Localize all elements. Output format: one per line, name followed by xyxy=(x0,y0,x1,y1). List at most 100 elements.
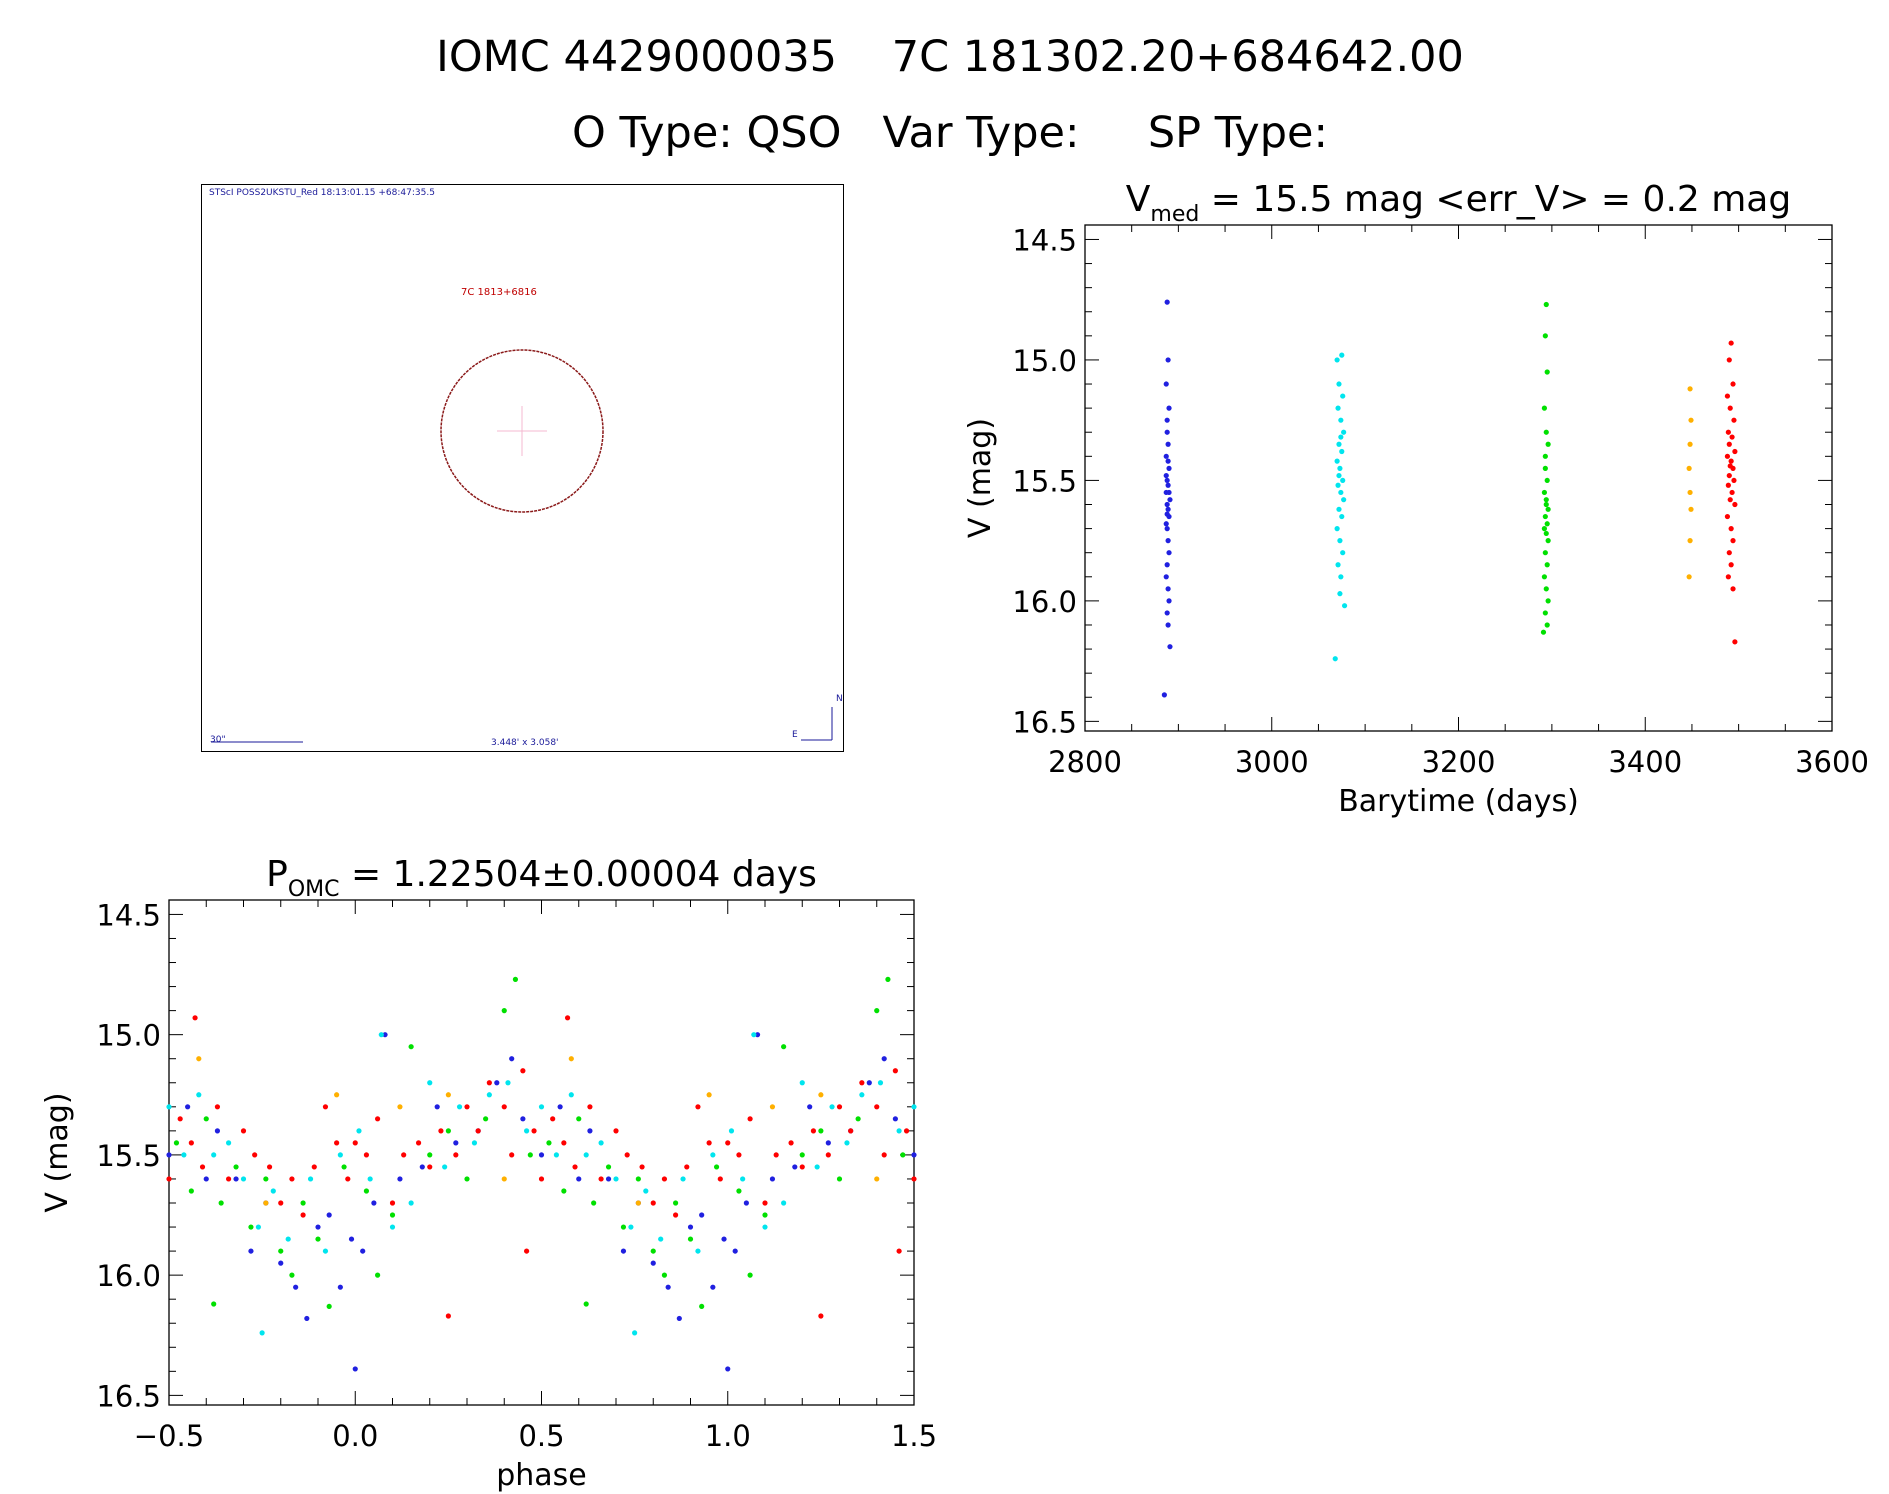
data-point xyxy=(248,1224,254,1230)
data-point xyxy=(520,1068,526,1074)
data-point xyxy=(211,1152,217,1158)
data-point xyxy=(1545,598,1551,604)
data-point xyxy=(1545,506,1551,512)
data-point xyxy=(799,1080,805,1086)
data-point xyxy=(389,1200,396,1206)
data-point xyxy=(564,1015,571,1021)
finder-chart: STScI POSS2UKSTU_Red 18:13:01.15 +68:47:… xyxy=(201,184,844,752)
data-point xyxy=(881,1152,887,1158)
data-point xyxy=(1336,506,1342,512)
data-point xyxy=(1541,489,1548,496)
data-point xyxy=(371,1200,377,1206)
data-point xyxy=(1728,562,1734,568)
data-point xyxy=(240,1176,247,1182)
data-point xyxy=(874,1104,880,1110)
plot-title: POMC = 1.22504±0.00004 days xyxy=(266,854,817,902)
data-point xyxy=(307,1176,314,1182)
plot-frame xyxy=(1084,224,1833,732)
y-tick-label: 16.0 xyxy=(1012,585,1077,619)
data-point xyxy=(1542,453,1548,459)
data-point xyxy=(427,1080,433,1086)
data-point xyxy=(1336,472,1342,479)
data-point xyxy=(1542,465,1548,471)
data-point xyxy=(825,1140,831,1146)
data-point xyxy=(1730,538,1736,544)
data-point xyxy=(1334,458,1340,464)
data-point xyxy=(747,1272,753,1278)
data-point xyxy=(1164,610,1170,616)
data-point xyxy=(538,1104,545,1110)
data-point xyxy=(1725,429,1731,435)
data-point xyxy=(1688,417,1694,423)
data-point xyxy=(1335,405,1341,411)
data-point xyxy=(263,1176,269,1182)
data-point xyxy=(438,1128,444,1134)
data-point xyxy=(293,1284,299,1290)
data-point xyxy=(754,1032,761,1038)
data-point xyxy=(892,1116,898,1122)
data-point xyxy=(684,1164,690,1170)
data-point xyxy=(166,1176,172,1182)
data-point xyxy=(587,1128,593,1134)
data-point xyxy=(844,1140,850,1146)
data-point xyxy=(1543,530,1549,537)
data-point xyxy=(706,1140,712,1146)
data-point xyxy=(673,1212,679,1218)
scale-label: 30" xyxy=(210,735,226,745)
data-point xyxy=(1165,441,1171,447)
data-point xyxy=(1687,441,1693,447)
y-tick-label: 16.5 xyxy=(96,1379,161,1413)
data-point xyxy=(628,1224,634,1230)
data-point xyxy=(326,1303,332,1310)
data-point xyxy=(661,1272,668,1278)
data-point xyxy=(326,1212,332,1218)
data-point xyxy=(836,1176,843,1182)
data-point xyxy=(576,1176,582,1182)
data-point xyxy=(1165,622,1171,628)
data-point xyxy=(695,1104,701,1110)
data-point xyxy=(1164,526,1170,532)
data-point xyxy=(781,1200,787,1206)
data-point xyxy=(661,1176,668,1182)
data-point xyxy=(345,1176,351,1182)
data-point xyxy=(1542,550,1548,556)
data-point xyxy=(524,1248,530,1254)
data-point xyxy=(769,1104,776,1110)
data-point xyxy=(464,1104,470,1110)
data-point xyxy=(348,1236,355,1242)
data-point xyxy=(453,1140,459,1146)
data-point xyxy=(799,1152,805,1158)
data-point xyxy=(814,1164,820,1170)
data-point xyxy=(728,1128,735,1134)
data-point xyxy=(1338,417,1344,423)
x-tick-label: 0.0 xyxy=(332,1419,378,1453)
y-axis-label: V (mag) xyxy=(963,418,998,538)
data-point xyxy=(1166,465,1172,471)
data-point xyxy=(203,1176,209,1182)
data-point xyxy=(401,1152,407,1158)
data-point xyxy=(341,1164,347,1170)
data-point xyxy=(613,1176,619,1182)
data-point xyxy=(1724,453,1731,459)
data-point xyxy=(278,1260,284,1266)
x-tick-label: 3000 xyxy=(1235,745,1309,779)
north-label: N xyxy=(836,694,843,704)
data-point xyxy=(1164,477,1170,484)
data-point xyxy=(408,1200,414,1206)
x-tick-label: −0.5 xyxy=(134,1419,204,1453)
data-point xyxy=(378,1032,384,1038)
data-point xyxy=(1163,381,1169,387)
data-point xyxy=(1541,405,1548,411)
data-point xyxy=(1542,513,1548,520)
data-point xyxy=(483,1116,489,1122)
data-point xyxy=(531,1128,537,1134)
data-point xyxy=(576,1116,582,1122)
data-point xyxy=(1339,513,1345,520)
data-point xyxy=(568,1092,574,1098)
data-point xyxy=(1544,369,1550,375)
data-point xyxy=(1164,562,1170,568)
data-point xyxy=(363,1152,370,1158)
data-point xyxy=(389,1212,396,1218)
data-point xyxy=(509,1056,515,1062)
